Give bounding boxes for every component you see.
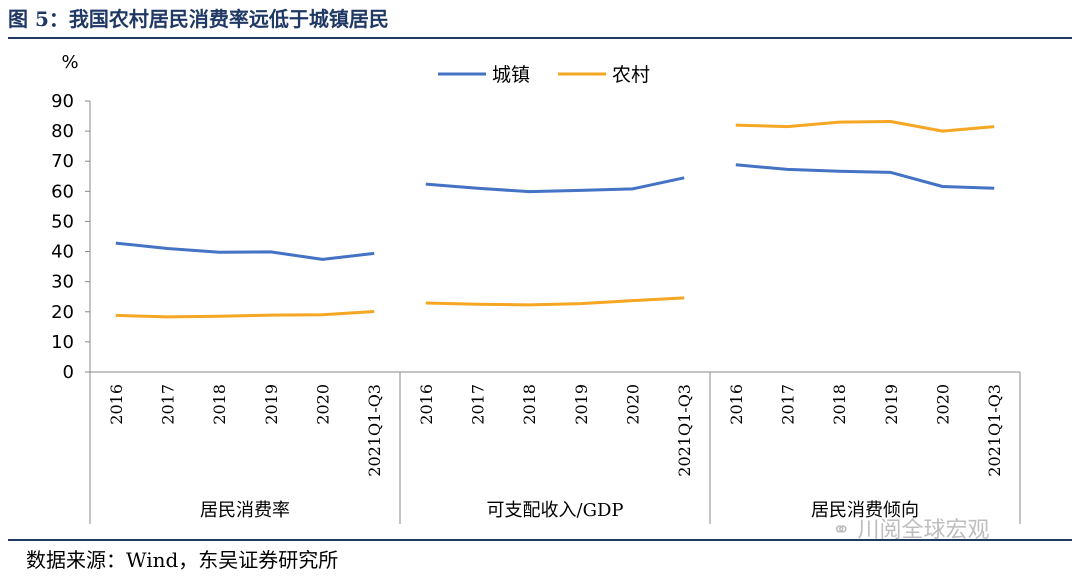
x-tick-label: 2016 [727,384,746,425]
source-rule [8,539,1072,541]
x-tick-label: 2020 [624,384,643,425]
x-tick-label: 2018 [830,384,849,425]
title-rule [8,37,1072,39]
x-tick-label: 2020 [314,384,333,425]
y-tick-label: 30 [51,272,74,293]
group-label: 可支配收入/GDP [487,500,624,521]
y-tick-label: 0 [63,362,74,383]
series-line-rural [425,296,685,307]
y-tick-label: 40 [51,242,74,263]
x-tick-label: 2018 [520,384,539,425]
line-chart: 0 10 20 30 40 50 60 70 80 90% 2016 2017 2018 2019 2020… [51,52,1021,524]
watermark: ⚭ 川阅全球宏观 [832,512,989,544]
legend-label: 城镇 [492,64,530,86]
x-tick-label: 2017 [779,384,798,425]
y-tick-label: 70 [51,151,74,172]
x-tick-label: 2021Q1-Q3 [985,384,1004,477]
series-line-rural [735,120,995,133]
series-line-urban [425,176,685,194]
x-tick-label: 2017 [469,384,488,425]
y-tick-label: 10 [51,332,74,353]
x-tick-label: 2019 [262,384,281,425]
y-tick-label: 60 [51,181,74,202]
data-source: 数据来源：Wind，东吴证券研究所 [26,548,339,572]
y-tick-label: 90 [51,91,74,112]
y-tick-label: 50 [51,211,74,232]
legend-label: 农村 [612,64,650,86]
x-tick-label: 2021Q1-Q3 [675,384,694,477]
series-line-rural [115,310,375,319]
group-label: 居民消费率 [200,500,290,521]
group-label: 居民消费倾向 [811,500,919,521]
y-tick-label: 20 [51,302,74,323]
x-tick-label: 2017 [159,384,178,425]
y-tick-label: 80 [51,121,74,142]
x-tick-label: 2018 [210,384,229,425]
x-tick-label: 2019 [572,384,591,425]
x-tick-label: 2021Q1-Q3 [365,384,384,477]
x-tick-label: 2019 [882,384,901,425]
x-tick-label: 2016 [417,384,436,425]
series-line-urban [115,241,375,261]
figure-title: 图 5：我国农村居民消费率远低于城镇居民 [8,7,389,31]
watermark-text: 川阅全球宏观 [857,518,990,543]
x-tick-label: 2020 [934,384,953,425]
series-line-urban [735,163,995,190]
y-unit-label: % [61,52,78,73]
wechat-icon: ⚭ [832,518,851,543]
x-tick-label: 2016 [107,384,126,425]
